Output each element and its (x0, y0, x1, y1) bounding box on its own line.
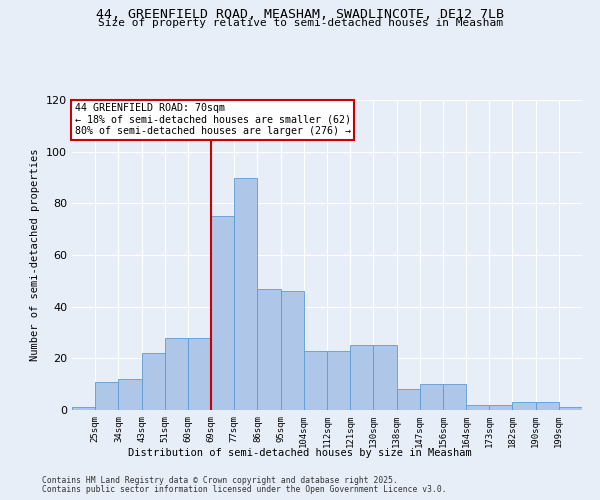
Text: Contains HM Land Registry data © Crown copyright and database right 2025.: Contains HM Land Registry data © Crown c… (42, 476, 398, 485)
Bar (188, 338, 211, 410)
Text: Distribution of semi-detached houses by size in Measham: Distribution of semi-detached houses by … (128, 448, 472, 458)
Text: Size of property relative to semi-detached houses in Measham: Size of property relative to semi-detach… (97, 18, 503, 28)
Bar (211, 216, 234, 410)
Bar (257, 288, 281, 410)
Bar (350, 346, 373, 410)
Bar (512, 402, 536, 410)
Bar (281, 291, 304, 410)
Bar (443, 384, 466, 410)
Y-axis label: Number of semi-detached properties: Number of semi-detached properties (31, 149, 40, 361)
Bar (142, 353, 165, 410)
Bar (165, 338, 188, 410)
Text: 44 GREENFIELD ROAD: 70sqm
← 18% of semi-detached houses are smaller (62)
80% of : 44 GREENFIELD ROAD: 70sqm ← 18% of semi-… (74, 103, 350, 136)
Text: 44, GREENFIELD ROAD, MEASHAM, SWADLINCOTE, DE12 7LB: 44, GREENFIELD ROAD, MEASHAM, SWADLINCOT… (96, 8, 504, 20)
Text: Contains public sector information licensed under the Open Government Licence v3: Contains public sector information licen… (42, 485, 446, 494)
Bar (420, 384, 443, 410)
Bar (536, 402, 559, 410)
Bar (118, 379, 142, 410)
Bar (466, 405, 489, 410)
Bar (234, 178, 257, 410)
Bar (397, 390, 420, 410)
Bar (559, 408, 582, 410)
Bar (95, 382, 118, 410)
Bar (72, 408, 95, 410)
Bar (304, 350, 327, 410)
Bar (489, 405, 512, 410)
Bar (373, 346, 397, 410)
Bar (327, 350, 350, 410)
